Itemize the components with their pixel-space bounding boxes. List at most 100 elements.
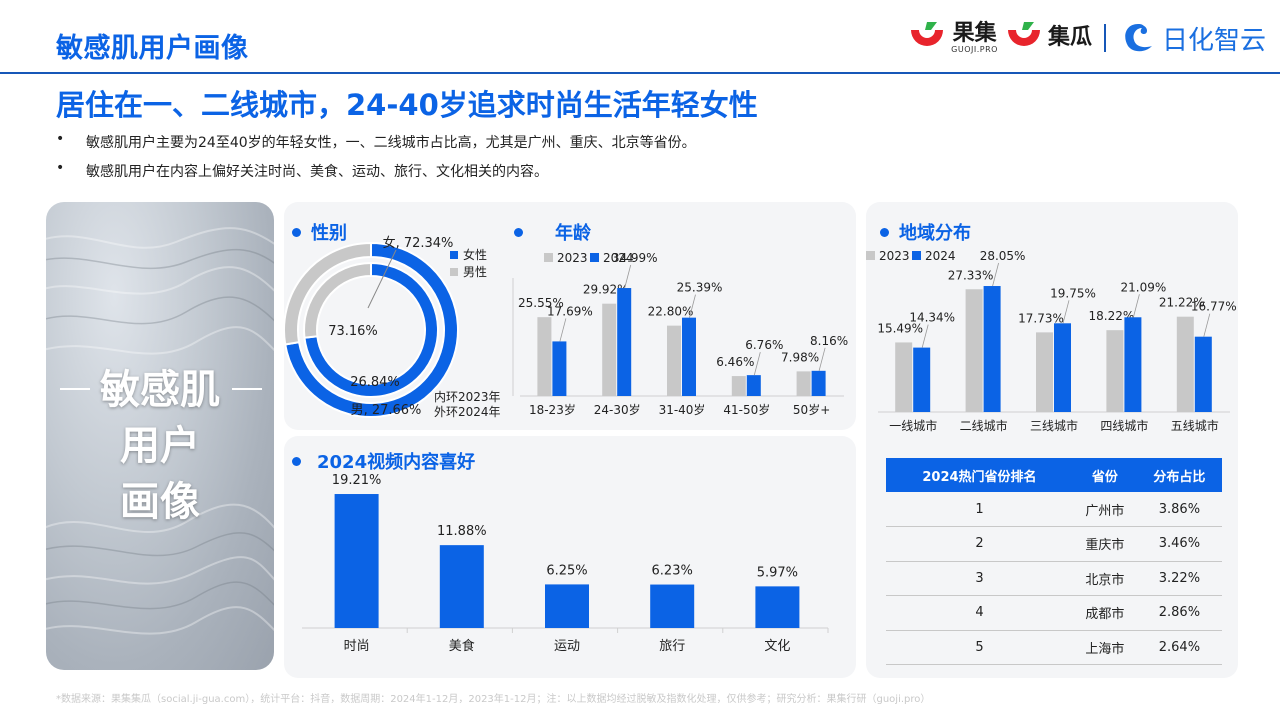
- leader-line-1: [992, 262, 999, 287]
- logo-separator: [1103, 24, 1106, 52]
- video-bar-label-1: 11.88%: [437, 524, 487, 539]
- bar-label-2023-4: 21.22%: [1159, 296, 1205, 310]
- video-bar-2: [545, 584, 589, 628]
- bar-2024-4: [1194, 336, 1212, 412]
- share-cell: 3.86%: [1136, 492, 1222, 527]
- video-bar-label-4: 5.97%: [757, 565, 798, 580]
- gender-inner-male-label: 26.84%: [350, 375, 400, 390]
- gender-title-text: 性别: [311, 223, 347, 244]
- legend-label-2023: 2023: [879, 249, 910, 263]
- bar-label-2024-3: 21.09%: [1121, 280, 1167, 294]
- bar-2024-2: [682, 317, 696, 396]
- province-cell: 上海市: [1072, 630, 1137, 665]
- bar-label-2024-2: 19.75%: [1050, 286, 1096, 300]
- bar-label-2023-1: 27.33%: [948, 268, 994, 282]
- legend-label-2023: 2023: [557, 251, 588, 265]
- category-label-2: 31-40岁: [659, 402, 706, 417]
- guoji-logo-subtext: GUOJI.PRO: [951, 44, 998, 54]
- leader-line-2: [1062, 300, 1070, 324]
- video-bar-3: [650, 584, 695, 628]
- ring-note-inner: 内环2023年: [434, 390, 501, 404]
- gender-outer-female-label: 女, 72.34%: [383, 235, 454, 251]
- bar-2023-4: [1176, 316, 1194, 412]
- video-bar-0: [334, 494, 379, 628]
- table-header-row: 2024热门省份排名 省份 分布占比: [886, 458, 1222, 492]
- bar-label-2023-4: 7.98%: [781, 350, 819, 364]
- header-share: 分布占比: [1136, 458, 1222, 492]
- hero-title: 敏感肌 用户 画像: [46, 362, 274, 530]
- rihua-logo-icon: [1125, 24, 1152, 52]
- guoji-logo-text: 果集: [952, 20, 997, 46]
- legend-male: 男性: [463, 265, 487, 279]
- category-label-0: 18-23岁: [529, 402, 576, 417]
- video-bar-label-3: 6.23%: [652, 564, 693, 579]
- bar-2024-3: [1124, 317, 1142, 412]
- bar-label-2023-0: 15.49%: [877, 321, 923, 335]
- table-row: 2 重庆市 3.46%: [886, 526, 1222, 562]
- category-label-1: 二线城市: [960, 418, 1008, 433]
- video-category-label-2: 运动: [554, 639, 580, 654]
- summary-bullets: 敏感肌用户主要为24至40岁的年轻女性，一、二线城市占比高，尤其是广州、重庆、北…: [56, 131, 696, 190]
- bar-2023-2: [1036, 332, 1053, 412]
- bar-2023-4: [796, 371, 811, 396]
- guoji-logo-icon: [911, 22, 944, 46]
- bar-2023-3: [1106, 330, 1124, 412]
- province-cell: 广州市: [1072, 492, 1137, 527]
- video-preference-bar-chart: 19.21% 时尚 11.88% 美食 6.25% 运动 6.23% 旅行 5.97% 文化: [302, 473, 829, 654]
- hero-title-line: 画像: [120, 479, 200, 525]
- legend-swatch-2024: [590, 253, 599, 262]
- legend-swatch-male: [450, 268, 458, 276]
- legend-label-2024: 2024: [925, 249, 956, 263]
- bar-label-2023-3: 6.46%: [716, 355, 754, 369]
- bar-2024-0: [913, 347, 931, 412]
- legend-swatch-2023: [544, 253, 553, 262]
- category-label-1: 24-30岁: [594, 402, 641, 417]
- rank-cell: 1: [886, 492, 1073, 527]
- age-panel-title: 年龄: [514, 219, 591, 245]
- gender-inner-slice-male: [303, 261, 372, 339]
- bar-2023-3: [731, 376, 746, 396]
- category-label-0: 一线城市: [889, 418, 937, 433]
- bar-2024-1: [983, 286, 1001, 412]
- video-bar-label-2: 6.25%: [546, 563, 587, 578]
- header-province: 省份: [1072, 458, 1137, 492]
- bar-label-2024-2: 25.39%: [677, 281, 723, 295]
- leader-line-0: [921, 324, 929, 348]
- guoji-logo: 果集 GUOJI.PRO: [907, 20, 998, 56]
- region-panel-title: 地域分布: [880, 219, 971, 245]
- bar-2023-1: [602, 303, 617, 396]
- bar-2024-3: [746, 375, 761, 396]
- jigua-logo: 集瓜: [1004, 20, 1092, 56]
- table-row: 5 上海市 2.64%: [886, 630, 1222, 665]
- province-ranking-table: 2024热门省份排名 省份 分布占比 1 广州市 3.86% 2 重庆市 3.4…: [886, 458, 1222, 665]
- gender-outer-slice-male: [284, 241, 372, 346]
- video-bar-4: [755, 586, 800, 628]
- bar-label-2024-4: 8.16%: [810, 334, 848, 348]
- hero-dash-right: [232, 388, 262, 390]
- region-bar-chart: 2023 2024 15.49%14.34% 一线城市 27.33% 28.05% 二线城市…: [866, 249, 1237, 433]
- hero-image-card: 敏感肌 用户 画像: [46, 202, 274, 670]
- bar-2024-4: [811, 370, 826, 396]
- table-row: 4 成都市 2.86%: [886, 595, 1222, 631]
- video-panel-title: 2024视频内容喜好: [292, 448, 475, 474]
- gender-inner-female-label: 73.16%: [328, 324, 378, 339]
- jigua-logo-icon: [1007, 22, 1040, 46]
- bar-label-2023-0: 25.55%: [518, 296, 564, 310]
- bar-2023-1: [965, 289, 983, 412]
- age-title-text: 年龄: [555, 223, 591, 244]
- bar-label-2023-2: 22.80%: [648, 305, 694, 319]
- bar-2023-0: [895, 342, 913, 412]
- ring-note-outer: 外环2024年: [434, 405, 501, 419]
- bar-label-2024-0: 14.34%: [909, 311, 955, 325]
- bullet-dot-icon: [514, 227, 523, 237]
- video-bar-1: [439, 545, 484, 628]
- bar-label-2024-1: 28.05%: [980, 249, 1026, 263]
- category-label-4: 五线城市: [1171, 418, 1219, 433]
- share-cell: 2.64%: [1136, 630, 1222, 665]
- leader-line-0: [559, 318, 567, 342]
- bullet-dot-icon: [292, 456, 301, 466]
- summary-bullet: 敏感肌用户主要为24至40岁的年轻女性，一、二线城市占比高，尤其是广州、重庆、北…: [56, 131, 696, 161]
- legend-swatch-2024: [912, 251, 921, 260]
- leader-line-4: [818, 347, 826, 371]
- bar-2024-0: [552, 341, 567, 396]
